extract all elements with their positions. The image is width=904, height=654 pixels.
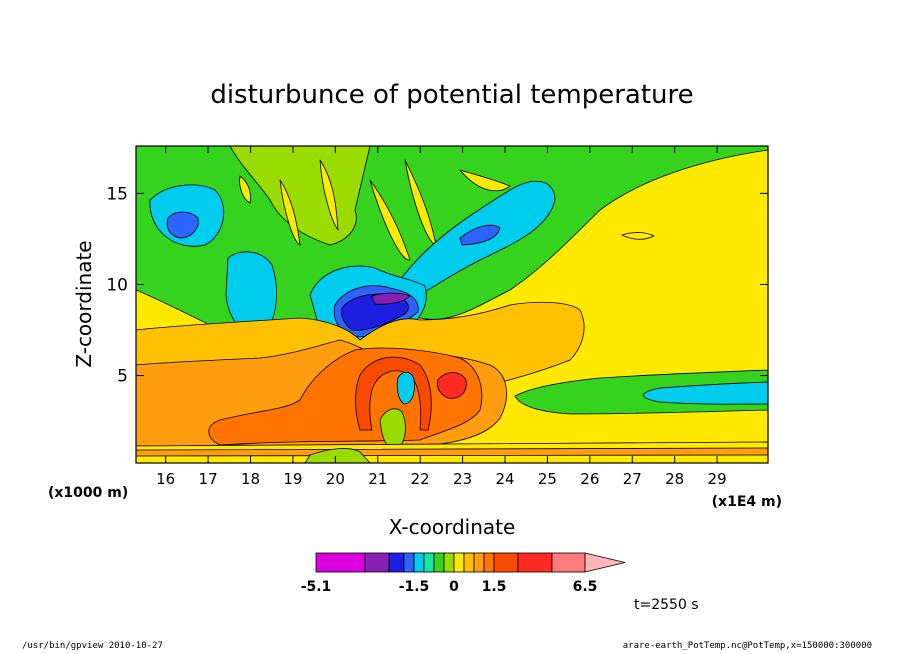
colorbar-bin bbox=[443, 552, 455, 573]
field-yellow-streak-d bbox=[369, 179, 411, 261]
colorbar-bin bbox=[493, 552, 519, 573]
x-tick-label: 17 bbox=[199, 470, 218, 488]
y-tick-label: 10 bbox=[106, 275, 128, 295]
y-tick-label: 5 bbox=[117, 367, 128, 387]
x-tick-label: 28 bbox=[665, 470, 684, 488]
colorbar-bin bbox=[453, 552, 465, 573]
field-surface-orange bbox=[136, 447, 768, 457]
colorbar-bin bbox=[388, 552, 405, 573]
field-cyan-left-mid bbox=[225, 251, 277, 337]
chart-title: disturbunce of potential temperature bbox=[210, 80, 693, 110]
x-tick-label: 26 bbox=[580, 470, 599, 488]
x-units-left: (x1000 m) bbox=[48, 485, 128, 501]
colorbar-bin bbox=[413, 552, 425, 573]
field-yellow-streak-a bbox=[239, 175, 251, 204]
plot-frame bbox=[135, 145, 769, 464]
x-units-right: (x1E4 m) bbox=[712, 494, 782, 510]
x-tick-label: 19 bbox=[283, 470, 302, 488]
field-yellow-streak-f bbox=[459, 169, 511, 192]
y-tick-label: 15 bbox=[106, 184, 128, 204]
footer-left: /usr/bin/gpview 2010-10-27 bbox=[22, 641, 163, 651]
field-blue-right-plume bbox=[459, 224, 501, 246]
field-cyan-right-band bbox=[643, 381, 768, 405]
field-yellow-streak-g bbox=[621, 232, 655, 240]
field-blue-left-top bbox=[166, 211, 199, 239]
x-axis: 16 17 18 19 20 21 22 23 24 25 26 27 28 29 bbox=[156, 146, 727, 488]
x-tick-label: 27 bbox=[623, 470, 642, 488]
x-tick-label: 18 bbox=[241, 470, 260, 488]
colorbar-bin bbox=[315, 552, 366, 573]
colorbar-bin bbox=[403, 552, 415, 573]
colorbar-bin bbox=[364, 552, 390, 573]
x-tick-label: 22 bbox=[411, 470, 430, 488]
field-core-cyan bbox=[396, 371, 415, 405]
field-red-right-blob bbox=[437, 372, 467, 399]
field-purple-center bbox=[371, 292, 411, 305]
colorbar-bin bbox=[463, 552, 475, 573]
x-tick-label: 21 bbox=[368, 470, 387, 488]
colorbar-label: 1.5 bbox=[482, 579, 507, 595]
time-annotation: t=2550 s bbox=[634, 597, 699, 613]
footer-right: arare-earth_PotTemp.nc@PotTemp,x=150000:… bbox=[622, 641, 872, 651]
x-tick-label: 29 bbox=[708, 470, 727, 488]
field-yellow-streak-b bbox=[279, 179, 301, 246]
x-tick-label: 24 bbox=[495, 470, 514, 488]
x-tick-label: 20 bbox=[326, 470, 345, 488]
colorbar-bin bbox=[433, 552, 445, 573]
x-tick-label: 25 bbox=[538, 470, 557, 488]
colorbar-label: -1.5 bbox=[399, 579, 430, 595]
colorbar-extend-arrow bbox=[584, 552, 626, 573]
colorbar-label: -5.1 bbox=[301, 579, 332, 595]
contour-field bbox=[136, 146, 768, 463]
colorbar-bin bbox=[483, 552, 495, 573]
x-axis-label: X-coordinate bbox=[389, 515, 516, 539]
colorbar-label: 0 bbox=[449, 579, 459, 595]
field-yellow-streak-c bbox=[319, 159, 339, 231]
colorbar-bin bbox=[551, 552, 586, 573]
x-tick-label: 23 bbox=[453, 470, 472, 488]
y-axis-label: Z-coordinate bbox=[72, 240, 96, 367]
colorbar-bin bbox=[423, 552, 435, 573]
colorbar-label: 6.5 bbox=[573, 579, 598, 595]
field-surface-ylgreen bbox=[304, 448, 371, 463]
colorbar-bin bbox=[517, 552, 553, 573]
colorbar-bin bbox=[473, 552, 485, 573]
colorbar: -5.1 -1.5 0 1.5 6.5 bbox=[301, 552, 626, 595]
x-tick-label: 16 bbox=[156, 470, 175, 488]
y-axis: 5 10 15 bbox=[106, 184, 768, 387]
